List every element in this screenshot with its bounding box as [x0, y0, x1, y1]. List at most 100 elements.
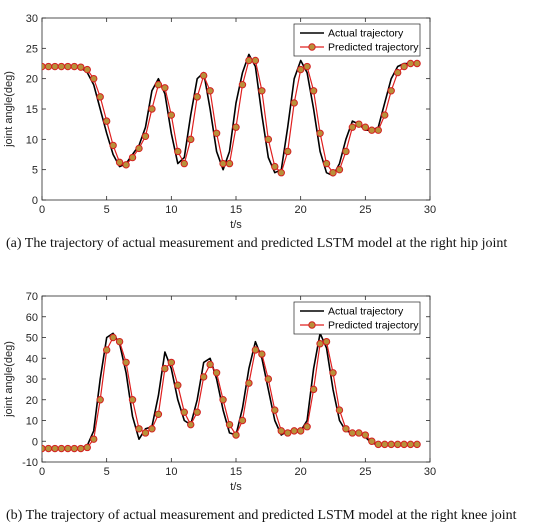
predicted-point	[335, 165, 344, 174]
x-tick-label: 20	[295, 204, 307, 216]
y-tick-label: 40	[26, 353, 38, 365]
predicted-point	[413, 59, 421, 68]
predicted-point	[271, 162, 279, 171]
x-tick-label: 25	[359, 204, 371, 216]
x-tick-label: 30	[424, 204, 436, 216]
x-axis-label: t/s	[230, 481, 242, 493]
predicted-point	[219, 396, 227, 404]
x-tick-label: 15	[230, 466, 242, 478]
predicted-point	[225, 420, 234, 429]
legend-box	[293, 23, 421, 57]
predicted-point	[167, 111, 176, 119]
predicted-point	[393, 440, 402, 449]
legend-predicted-label: Predicted trajectory	[328, 42, 419, 54]
predicted-point	[174, 147, 182, 156]
legend-box	[293, 301, 421, 335]
predicted-point	[141, 429, 150, 437]
predicted-point	[303, 423, 311, 431]
predicted-point	[290, 427, 298, 435]
predicted-point	[238, 81, 247, 89]
predicted-point	[148, 105, 156, 113]
x-tick-label: 15	[230, 204, 242, 216]
legend-predicted-swatch-marker	[308, 43, 316, 51]
predicted-point	[406, 440, 415, 449]
caption-a: (a) The trajectory of actual measurement…	[6, 236, 508, 251]
x-tick-label: 25	[359, 466, 371, 478]
predicted-point	[70, 444, 79, 453]
y-tick-label: 5	[32, 165, 38, 177]
predicted-point	[199, 373, 208, 381]
predicted-point	[212, 129, 221, 137]
actual-trajectory-line	[42, 53, 418, 177]
predicted-point	[387, 440, 395, 449]
predicted-point	[83, 65, 91, 74]
predicted-point	[355, 429, 363, 437]
predicted-point	[355, 120, 363, 128]
predicted-point	[316, 340, 324, 348]
predicted-point	[232, 123, 240, 131]
predicted-point	[342, 425, 350, 433]
predicted-point	[309, 87, 318, 95]
predicted-point	[135, 144, 143, 153]
predicted-point	[258, 350, 266, 358]
predicted-point	[296, 65, 305, 74]
x-axis-label: t/s	[230, 219, 242, 231]
x-tick-label: 5	[104, 204, 110, 216]
predicted-point	[348, 429, 357, 437]
x-tick-label: 30	[424, 466, 436, 478]
predicted-point	[44, 62, 53, 71]
predicted-point	[335, 406, 344, 414]
predicted-point	[102, 117, 111, 125]
predicted-point	[193, 408, 201, 416]
predicted-point	[387, 87, 395, 95]
predicted-trajectory-line	[42, 59, 418, 174]
y-tick-label: 70	[26, 291, 38, 303]
predicted-point	[96, 93, 104, 101]
y-tick-label: 10	[26, 134, 38, 146]
predicted-point	[51, 62, 59, 71]
predicted-point	[303, 62, 311, 71]
y-tick-label: 20	[26, 395, 38, 407]
legend: Actual trajectory Predicted trajectory	[293, 301, 421, 335]
y-tick-label: 20	[26, 74, 38, 86]
predicted-point	[296, 427, 305, 435]
predicted-point	[96, 396, 104, 404]
predicted-point	[115, 158, 124, 167]
predicted-point	[284, 147, 292, 156]
predicted-point	[322, 337, 331, 346]
predicted-point	[264, 135, 273, 144]
legend: Actual trajectory Predicted trajectory	[293, 23, 421, 57]
predicted-point	[251, 346, 260, 354]
predicted-point	[277, 169, 285, 177]
predicted-point	[42, 444, 46, 453]
predicted-point	[264, 375, 273, 383]
y-tick-label: 50	[26, 333, 38, 345]
predicted-point	[206, 360, 214, 369]
series-group	[42, 53, 421, 177]
y-axis-label: joint angle(deg)	[3, 71, 15, 148]
predicted-point	[180, 159, 188, 168]
predicted-point	[102, 346, 111, 354]
predicted-point	[115, 337, 124, 346]
predicted-point	[77, 444, 85, 453]
predicted-point	[154, 81, 163, 89]
predicted-point	[77, 63, 85, 71]
predicted-point	[406, 59, 415, 68]
predicted-point	[70, 62, 79, 71]
predicted-point	[167, 358, 176, 367]
predicted-point	[148, 425, 156, 433]
predicted-point	[258, 87, 266, 95]
plot-area-a: 0 5 10 15 20 25 30 0 5 10 15 20 25 30 t/s joint angle(d…	[3, 13, 436, 231]
predicted-point	[219, 159, 227, 168]
predicted-point	[122, 161, 130, 169]
legend-predicted-label: Predicted trajectory	[328, 320, 419, 332]
predicted-point	[400, 62, 408, 71]
predicted-point	[122, 358, 130, 367]
predicted-point	[361, 123, 370, 131]
predicted-point	[57, 62, 66, 71]
predicted-point	[245, 379, 253, 387]
y-tick-label: 15	[26, 104, 38, 116]
predicted-point	[174, 381, 182, 389]
caption-b: (b) The trajectory of actual measurement…	[6, 508, 517, 523]
